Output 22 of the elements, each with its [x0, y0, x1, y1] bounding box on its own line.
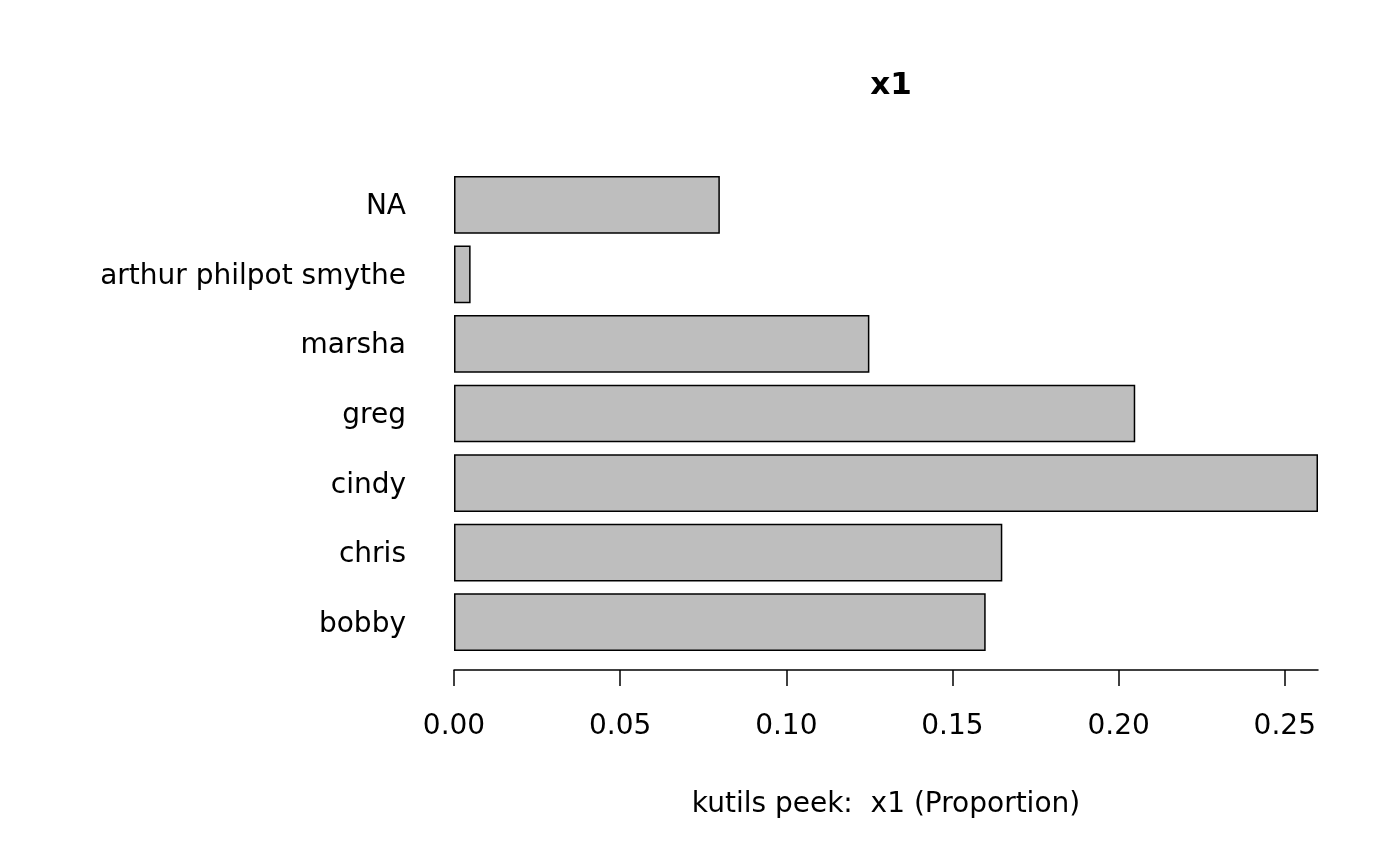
- x-tick-label: 0.25: [1253, 707, 1316, 741]
- bar: [454, 175, 720, 234]
- x-tick-label: 0.15: [921, 707, 984, 741]
- y-tick-label: bobby: [318, 605, 406, 639]
- chart-title: x1: [870, 64, 912, 101]
- bar: [454, 384, 1136, 443]
- bar: [454, 593, 986, 652]
- bar: [454, 523, 1003, 582]
- x-tick-label: 0.00: [422, 707, 486, 741]
- y-tick-label: arthur philpot smythe: [100, 257, 406, 291]
- bar: [454, 245, 471, 304]
- y-tick-label: cindy: [330, 466, 406, 500]
- x-tick-label: 0.20: [1087, 707, 1150, 741]
- x-tick-label: 0.05: [588, 707, 652, 741]
- bar: [454, 315, 870, 373]
- y-tick-label: NA: [365, 188, 406, 222]
- y-tick-label: marsha: [300, 327, 406, 361]
- x-axis-title: kutils peek: x1 (Proportion): [691, 785, 1081, 819]
- y-tick-label: greg: [342, 397, 406, 430]
- x-tick-label: 0.10: [755, 707, 818, 741]
- bar: [454, 454, 1318, 512]
- y-tick-label: chris: [338, 536, 406, 570]
